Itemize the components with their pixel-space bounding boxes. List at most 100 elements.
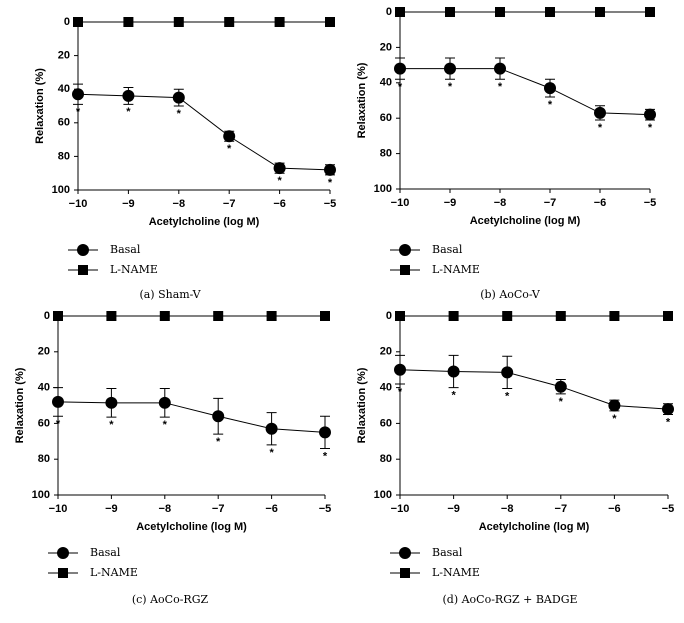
y-tick-label: 60 <box>380 417 392 429</box>
y-tick-label: 60 <box>380 112 392 124</box>
x-axis-label: Acetylcholine (log M) <box>149 216 260 228</box>
x-tick-label: −9 <box>122 198 135 210</box>
marker-square <box>266 311 277 321</box>
significance-mark: * <box>648 122 653 134</box>
marker-circle <box>554 380 567 393</box>
y-tick-label: 100 <box>52 184 70 196</box>
marker-circle <box>494 62 506 75</box>
significance-mark: * <box>56 418 61 430</box>
marker-circle <box>172 91 185 104</box>
x-tick-label: −7 <box>555 503 568 515</box>
caption: (a) Sham-V <box>139 288 201 301</box>
legend-marker <box>58 568 68 578</box>
marker-circle <box>273 162 286 175</box>
significance-mark: * <box>177 108 182 120</box>
significance-mark: * <box>559 396 564 408</box>
significance-mark: * <box>505 390 510 402</box>
y-axis-label: Relaxation (%) <box>14 367 26 443</box>
significance-mark: * <box>269 447 274 459</box>
y-tick-label: 80 <box>380 453 392 465</box>
caption: (d) AoCo-RGZ + BADGE <box>442 593 577 606</box>
legend-label: Basal <box>432 243 463 256</box>
legend-label: Basal <box>432 546 463 559</box>
significance-mark: * <box>612 413 617 425</box>
marker-circle <box>394 363 406 376</box>
marker-square <box>555 311 566 321</box>
marker-circle <box>644 108 656 121</box>
marker-circle <box>72 88 84 101</box>
y-tick-label: 100 <box>374 489 392 501</box>
x-tick-label: −10 <box>391 197 410 209</box>
x-tick-label: −7 <box>212 503 225 515</box>
marker-circle <box>394 62 406 75</box>
y-tick-label: 60 <box>58 117 70 129</box>
y-tick-label: 20 <box>58 50 70 62</box>
marker-square <box>159 311 170 321</box>
x-tick-label: −5 <box>324 198 337 210</box>
y-axis-label: Relaxation (%) <box>34 68 46 144</box>
y-tick-label: 20 <box>380 41 392 53</box>
x-tick-label: −5 <box>319 503 332 515</box>
x-tick-label: −8 <box>501 503 514 515</box>
y-tick-label: 80 <box>38 453 50 465</box>
legend-marker <box>77 244 89 256</box>
significance-mark: * <box>598 122 603 134</box>
x-axis-label: Acetylcholine (log M) <box>470 215 581 227</box>
significance-mark: * <box>163 419 168 431</box>
marker-square <box>595 7 605 17</box>
x-tick-label: −5 <box>662 503 675 515</box>
marker-square <box>325 17 335 27</box>
x-tick-label: −6 <box>273 198 286 210</box>
x-tick-label: −10 <box>49 503 68 515</box>
marker-square <box>320 311 330 321</box>
marker-circle <box>324 163 336 176</box>
significance-mark: * <box>227 143 232 155</box>
significance-mark: * <box>328 177 333 189</box>
x-tick-label: −9 <box>444 197 457 209</box>
marker-circle <box>447 365 460 378</box>
significance-mark: * <box>216 436 221 448</box>
y-tick-label: 0 <box>64 16 70 28</box>
legend-label: L-NAME <box>432 566 480 579</box>
marker-square <box>448 311 459 321</box>
marker-square <box>495 7 505 17</box>
marker-circle <box>158 396 171 409</box>
marker-circle <box>444 62 456 75</box>
marker-circle <box>501 366 514 379</box>
marker-square <box>213 311 224 321</box>
caption: (b) AoCo-V <box>480 288 541 301</box>
y-tick-label: 80 <box>58 150 70 162</box>
marker-square <box>609 311 620 321</box>
series-line <box>57 401 326 433</box>
significance-mark: * <box>498 81 503 93</box>
marker-square <box>502 311 513 321</box>
x-tick-label: −9 <box>447 503 460 515</box>
significance-mark: * <box>76 106 81 118</box>
marker-square <box>106 311 117 321</box>
y-tick-label: 0 <box>44 310 50 322</box>
y-tick-label: 0 <box>386 310 392 322</box>
y-tick-label: 40 <box>380 382 392 394</box>
y-tick-label: 80 <box>380 148 392 160</box>
marker-circle <box>105 396 118 409</box>
marker-square <box>123 17 134 27</box>
marker-circle <box>662 403 674 416</box>
significance-mark: * <box>448 81 453 93</box>
series-line <box>77 93 331 171</box>
caption: (c) AoCo-RGZ <box>132 593 209 606</box>
legend-marker <box>400 568 410 578</box>
x-axis-label: Acetylcholine (log M) <box>136 521 247 533</box>
significance-mark: * <box>323 450 328 462</box>
legend-marker <box>400 265 410 275</box>
legend-marker <box>399 244 411 256</box>
marker-square <box>73 17 83 27</box>
x-tick-label: −5 <box>644 197 657 209</box>
marker-square <box>274 17 285 27</box>
x-tick-label: −7 <box>223 198 236 210</box>
marker-circle <box>122 89 135 102</box>
marker-square <box>395 311 405 321</box>
series-line <box>399 369 669 410</box>
legend-label: L-NAME <box>110 263 158 276</box>
x-tick-label: −9 <box>105 503 118 515</box>
